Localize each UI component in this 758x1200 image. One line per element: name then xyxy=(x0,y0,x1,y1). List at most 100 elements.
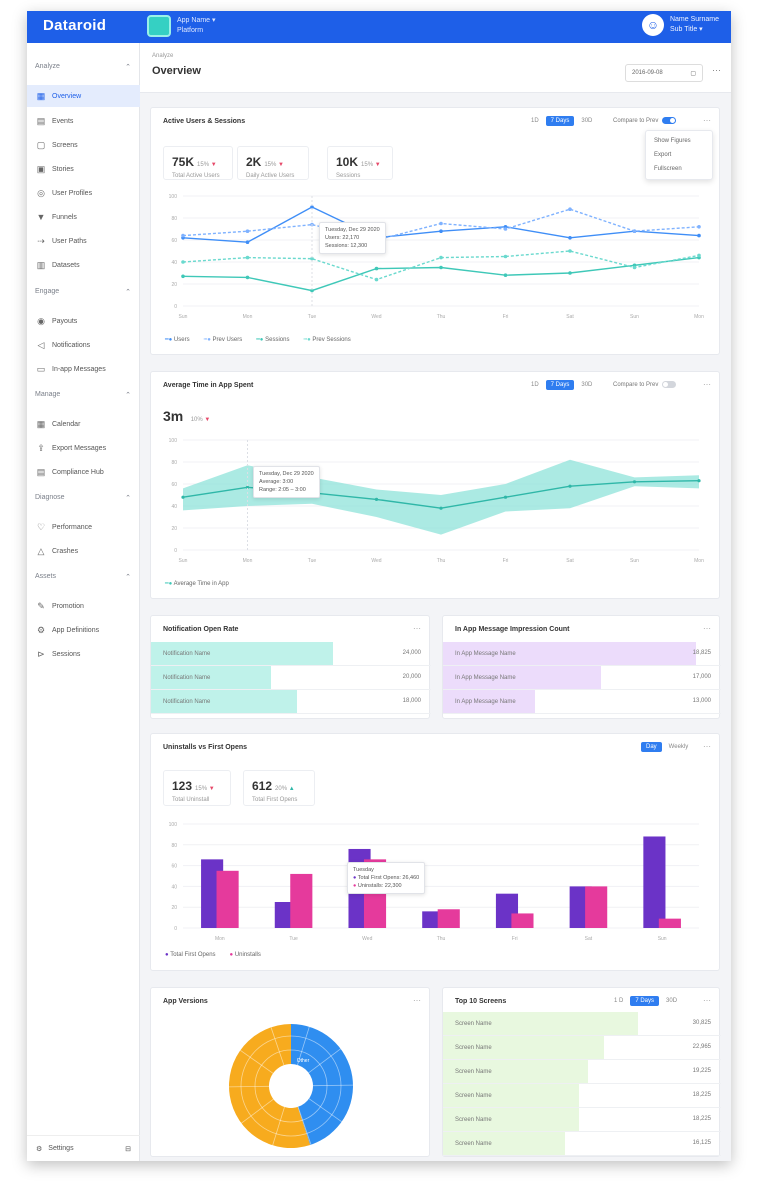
sidebar-item[interactable]: △ Crashes xyxy=(27,540,140,562)
sidebar-item[interactable]: ▤ Compliance Hub xyxy=(27,461,140,483)
sidebar-item[interactable]: ⚙ App Definitions xyxy=(27,619,140,641)
data-point[interactable] xyxy=(374,497,379,501)
data-point[interactable] xyxy=(181,233,185,238)
donut-slice[interactable] xyxy=(291,1024,353,1145)
more-icon[interactable]: ⋯ xyxy=(703,742,711,751)
period-30d[interactable]: 30D xyxy=(581,382,593,388)
sidebar-item[interactable]: ▣ Stories xyxy=(27,158,140,180)
data-point[interactable] xyxy=(181,274,185,279)
data-point[interactable] xyxy=(245,229,250,233)
compare-toggle[interactable]: Compare to Prev xyxy=(613,117,677,124)
data-point[interactable] xyxy=(181,495,185,499)
data-point[interactable] xyxy=(568,236,572,240)
data-point[interactable] xyxy=(439,506,443,510)
more-icon[interactable]: ⋯ xyxy=(703,380,711,389)
sidebar-item[interactable]: ▦ Overview xyxy=(27,85,140,107)
sidebar-item[interactable]: ◉ Payouts xyxy=(27,310,140,332)
data-point[interactable] xyxy=(632,265,637,270)
menu-fullscreen[interactable]: Fullscreen xyxy=(654,166,682,172)
bar[interactable] xyxy=(216,870,239,928)
data-point[interactable] xyxy=(503,227,508,231)
legend-prev-users[interactable]: ┅● Prev Users xyxy=(203,337,243,343)
data-point[interactable] xyxy=(439,229,443,233)
more-icon[interactable]: ⋯ xyxy=(413,624,421,633)
data-point[interactable] xyxy=(503,495,508,499)
legend-avg-time[interactable]: ━● Average Time in App xyxy=(165,581,229,587)
period-30d[interactable]: 30D xyxy=(581,118,593,124)
more-icon[interactable]: ⋯ xyxy=(703,116,711,125)
data-point[interactable] xyxy=(439,265,443,270)
bar[interactable] xyxy=(585,886,608,928)
more-icon[interactable]: ⋯ xyxy=(413,996,421,1005)
data-point[interactable] xyxy=(310,256,314,261)
breadcrumb[interactable]: Analyze xyxy=(152,53,174,59)
sidebar-item[interactable]: ▢ Screens xyxy=(27,134,140,156)
app-selector[interactable]: App Name ▾ Platform xyxy=(177,16,216,36)
more-icon[interactable]: ⋯ xyxy=(703,996,711,1005)
compare-toggle[interactable]: Compare to Prev xyxy=(613,381,677,388)
menu-export[interactable]: Export xyxy=(654,152,672,158)
more-icon[interactable]: ⋯ xyxy=(703,624,711,633)
bar[interactable] xyxy=(643,836,666,928)
dataroid-logo[interactable]: Dataroid xyxy=(43,17,107,34)
data-point[interactable] xyxy=(568,484,572,488)
sidebar-item[interactable]: ▤ Events xyxy=(27,110,140,132)
data-point[interactable] xyxy=(245,485,250,489)
sidebar-section[interactable]: Manage ⌃ xyxy=(35,391,131,399)
data-point[interactable] xyxy=(697,225,701,229)
data-point[interactable] xyxy=(374,266,379,271)
period-1d[interactable]: 1D xyxy=(531,382,539,388)
data-point[interactable] xyxy=(181,260,185,264)
data-point[interactable] xyxy=(568,249,572,253)
data-point[interactable] xyxy=(632,229,637,233)
data-point[interactable] xyxy=(697,479,701,483)
sidebar-item[interactable]: ▼ Funnels xyxy=(27,206,140,228)
data-point[interactable] xyxy=(632,480,637,484)
sidebar-section[interactable]: Assets ⌃ xyxy=(35,573,131,581)
menu-show-figures[interactable]: Show Figures xyxy=(654,138,691,144)
toggle-switch[interactable] xyxy=(662,381,677,388)
bar[interactable] xyxy=(437,909,460,928)
data-point[interactable] xyxy=(310,205,314,209)
legend-prev-sessions[interactable]: ┅● Prev Sessions xyxy=(303,337,351,343)
legend-uninstalls[interactable]: ● Uninstalls xyxy=(229,952,261,958)
data-point[interactable] xyxy=(697,233,701,238)
data-point[interactable] xyxy=(310,288,314,293)
data-point[interactable] xyxy=(439,255,443,260)
sidebar-item[interactable]: ◎ User Profiles xyxy=(27,182,140,204)
period-1d[interactable]: 1D xyxy=(531,118,539,124)
data-point[interactable] xyxy=(568,271,572,275)
data-point[interactable] xyxy=(439,221,443,226)
period-1d[interactable]: 1 D xyxy=(614,998,624,1004)
collapse-icon[interactable]: ⊟ xyxy=(125,1145,131,1153)
sidebar-section[interactable]: Diagnose ⌃ xyxy=(35,494,131,502)
toggle-switch[interactable] xyxy=(662,117,677,124)
interval-weekly[interactable]: Weekly xyxy=(668,744,689,750)
date-picker[interactable]: 2016-09-08 ▢ xyxy=(625,64,703,82)
legend-first-opens[interactable]: ● Total First Opens xyxy=(165,952,216,958)
sidebar-item[interactable]: ✎ Promotion xyxy=(27,595,140,617)
period-7d[interactable]: 7 Days xyxy=(630,996,660,1006)
sidebar-item[interactable]: ⇢ User Paths xyxy=(27,230,140,252)
data-point[interactable] xyxy=(245,240,250,244)
sidebar-item[interactable]: ▥ Datasets xyxy=(27,254,140,276)
period-30d[interactable]: 30D xyxy=(666,998,678,1004)
data-point[interactable] xyxy=(568,207,572,211)
legend-users[interactable]: ━● Users xyxy=(165,337,190,343)
sidebar-item[interactable]: ▭ In-app Messages xyxy=(27,358,140,380)
sidebar-section[interactable]: Engage ⌃ xyxy=(35,288,131,296)
sidebar-item[interactable]: ⇪ Export Messages xyxy=(27,437,140,459)
sidebar-item[interactable]: ♡ Performance xyxy=(27,516,140,538)
more-icon[interactable]: ⋯ xyxy=(712,65,721,75)
sidebar-item[interactable]: ⊳ Sessions xyxy=(27,643,140,665)
data-point[interactable] xyxy=(245,275,250,280)
data-point[interactable] xyxy=(503,273,508,277)
bar[interactable] xyxy=(658,918,681,928)
bar[interactable] xyxy=(511,913,534,928)
data-point[interactable] xyxy=(374,277,379,282)
data-point[interactable] xyxy=(245,255,250,260)
app-icon[interactable] xyxy=(147,15,171,37)
interval-day[interactable]: Day xyxy=(641,742,662,752)
sidebar-item[interactable]: ◁ Notifications xyxy=(27,334,140,356)
user-menu[interactable]: ☺ Name Surname Sub Title ▾ xyxy=(641,14,719,36)
